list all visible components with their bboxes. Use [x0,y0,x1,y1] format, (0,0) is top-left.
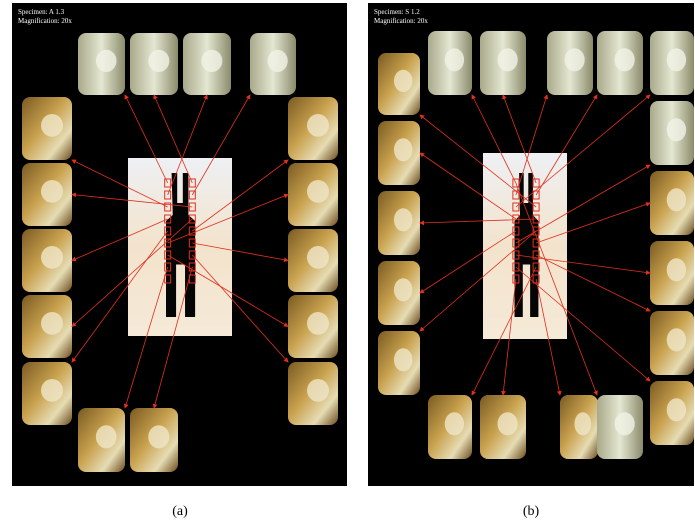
micrograph-detail [394,138,412,161]
micrograph-detail [41,379,63,402]
micrograph-detail [148,50,169,72]
panel-caption: (a) [172,504,188,519]
panel-caption: (b) [523,504,540,519]
micrograph-detail [41,246,63,269]
micrograph-detail [667,258,686,281]
panel-b: Specimen: S 1.2 Magnification: 20x [368,3,694,486]
micrograph-detail [497,412,517,435]
micrograph-detail [41,114,63,137]
micrograph-detail [614,48,634,71]
micrograph-detail [148,425,169,448]
micrograph-detail [667,188,686,211]
panel-a: Specimen: A 1.3 Magnification: 20x [12,3,347,486]
micrograph-detail [445,48,464,71]
figure: Specimen: A 1.3 Magnification: 20x Speci… [0,0,695,526]
page: Specimen: A 1.3 Magnification: 20x Speci… [0,0,695,526]
micrograph-detail [667,118,686,141]
micrograph-detail [307,312,329,335]
micrograph-detail [667,328,686,351]
micrograph-detail [41,180,63,203]
specimen-label: Specimen: S 1.2 [374,8,420,16]
micrograph-detail [267,50,287,72]
micrograph-detail [307,379,329,402]
micrograph-detail [394,208,412,231]
magnification-label: Magnification: 20x [374,17,428,25]
micrograph-detail [201,50,222,72]
micrograph-detail [307,180,329,203]
micrograph-detail [614,412,634,435]
micrograph-detail [574,412,591,435]
micrograph-detail [394,70,412,92]
micrograph-detail [394,348,412,371]
micrograph-detail [667,398,686,421]
micrograph-detail [41,312,63,335]
micrograph-detail [307,246,329,269]
micrograph-detail [445,412,464,435]
micrograph-detail [667,48,686,71]
micrograph-detail [307,114,329,137]
micrograph-detail [564,48,584,71]
micrograph-detail [394,278,412,301]
magnification-label: Magnification: 20x [18,17,72,25]
specimen-label: Specimen: A 1.3 [18,8,65,16]
micrograph-detail [497,48,517,71]
micrograph-detail [96,425,117,448]
micrograph-detail [96,50,117,72]
